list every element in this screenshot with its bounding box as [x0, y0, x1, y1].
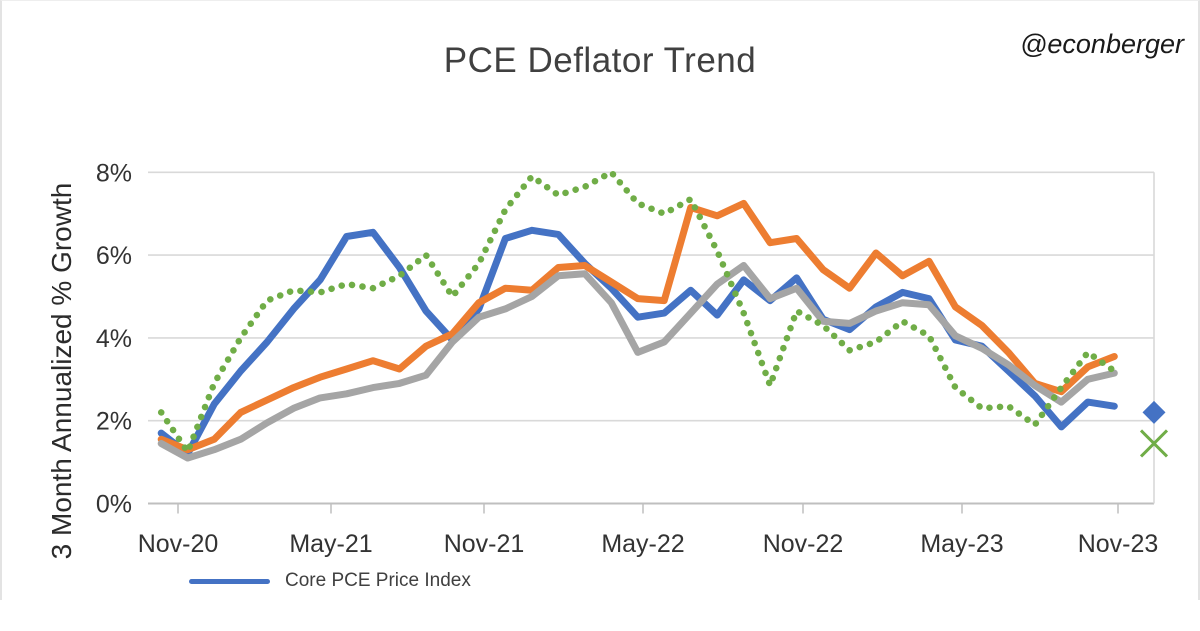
- x-tick-label: Nov-20: [138, 530, 219, 558]
- x-tick-label: May-21: [289, 530, 372, 558]
- pce-trend-chart: 0% 2% 4% 6% 8% Nov-20 May-21 Nov-21 May-22 Nov-22…: [96, 159, 1169, 558]
- y-axis-title: 3 Month Annualized % Growth: [46, 182, 77, 560]
- legend: Core PCE Price Index: [189, 570, 471, 592]
- series-line-gray-solid: [157, 262, 1118, 462]
- y-tick-label: 4%: [96, 325, 132, 353]
- latest-x-marker: [1139, 429, 1169, 458]
- y-tick-label: 0%: [96, 491, 132, 519]
- chart-title: PCE Deflator Trend: [443, 41, 757, 80]
- chart-page: { "title": "PCE Deflator Trend", "waterm…: [0, 0, 1200, 600]
- watermark-handle: @econberger: [1019, 29, 1184, 59]
- y-tick-label: 6%: [96, 242, 132, 270]
- latest-diamond-marker: [1142, 400, 1166, 424]
- series-line-blue-solid: [157, 226, 1118, 458]
- x-tick-label: Nov-22: [763, 530, 844, 558]
- x-tick-label: Nov-21: [444, 530, 525, 558]
- x-tick-label: Nov-23: [1078, 530, 1159, 558]
- series-line-orange-solid: [157, 199, 1118, 454]
- legend-label: Core PCE Price Index: [285, 570, 471, 591]
- y-tick-label: 8%: [96, 159, 132, 187]
- y-tick-label: 2%: [96, 408, 132, 436]
- x-tick-label: May-23: [920, 530, 1003, 558]
- series-line-green-dotted: [157, 169, 1118, 456]
- legend-line-swatch: [189, 578, 270, 584]
- x-tick-label: May-22: [601, 530, 684, 558]
